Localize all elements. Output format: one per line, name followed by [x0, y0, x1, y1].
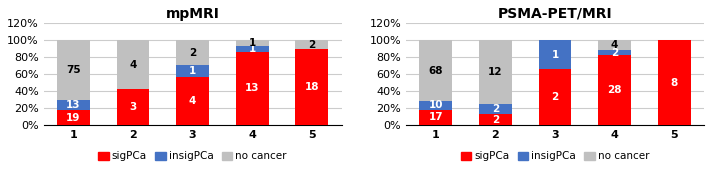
Text: 13: 13: [66, 100, 80, 110]
Bar: [57, 100, 90, 110]
Bar: [479, 40, 512, 104]
Title: mpMRI: mpMRI: [166, 7, 220, 21]
Text: 1: 1: [249, 38, 256, 48]
Text: 8: 8: [670, 78, 678, 88]
Bar: [658, 40, 690, 125]
Text: 2: 2: [492, 104, 499, 114]
Legend: sigPCa, insigPCa, no cancer: sigPCa, insigPCa, no cancer: [94, 147, 291, 165]
Text: 1: 1: [552, 49, 559, 60]
Text: 1: 1: [189, 66, 196, 76]
Bar: [598, 55, 631, 125]
Bar: [598, 40, 631, 50]
Bar: [57, 110, 90, 125]
Text: 68: 68: [429, 66, 443, 76]
Text: 28: 28: [607, 85, 622, 95]
Bar: [117, 89, 149, 125]
Text: 17: 17: [429, 113, 443, 122]
Text: 18: 18: [304, 82, 319, 92]
Bar: [598, 50, 631, 55]
Text: 2: 2: [308, 40, 316, 50]
Text: 1: 1: [249, 44, 256, 54]
Text: 75: 75: [66, 65, 80, 75]
Bar: [236, 52, 269, 125]
Bar: [176, 40, 209, 65]
Bar: [117, 40, 149, 89]
Bar: [295, 49, 328, 125]
Title: PSMA-PET/MRI: PSMA-PET/MRI: [498, 7, 612, 21]
Text: 10: 10: [429, 100, 443, 110]
Bar: [176, 65, 209, 77]
Text: 2: 2: [492, 115, 499, 125]
Bar: [176, 77, 209, 125]
Text: 3: 3: [129, 102, 137, 112]
Bar: [57, 40, 90, 100]
Text: 4: 4: [189, 96, 196, 106]
Text: 2: 2: [189, 48, 196, 57]
Bar: [236, 40, 269, 46]
Text: 2: 2: [552, 92, 559, 102]
Bar: [236, 46, 269, 52]
Bar: [419, 110, 452, 125]
Text: 4: 4: [129, 60, 137, 70]
Bar: [539, 40, 572, 69]
Text: 12: 12: [488, 67, 503, 77]
Bar: [479, 114, 512, 125]
Text: 19: 19: [66, 113, 80, 123]
Text: 4: 4: [611, 40, 619, 50]
Bar: [295, 40, 328, 49]
Bar: [539, 69, 572, 125]
Bar: [419, 101, 452, 110]
Bar: [419, 40, 452, 101]
Text: 13: 13: [245, 83, 260, 93]
Bar: [479, 104, 512, 114]
Text: 2: 2: [611, 48, 619, 58]
Legend: sigPCa, insigPCa, no cancer: sigPCa, insigPCa, no cancer: [456, 147, 653, 165]
